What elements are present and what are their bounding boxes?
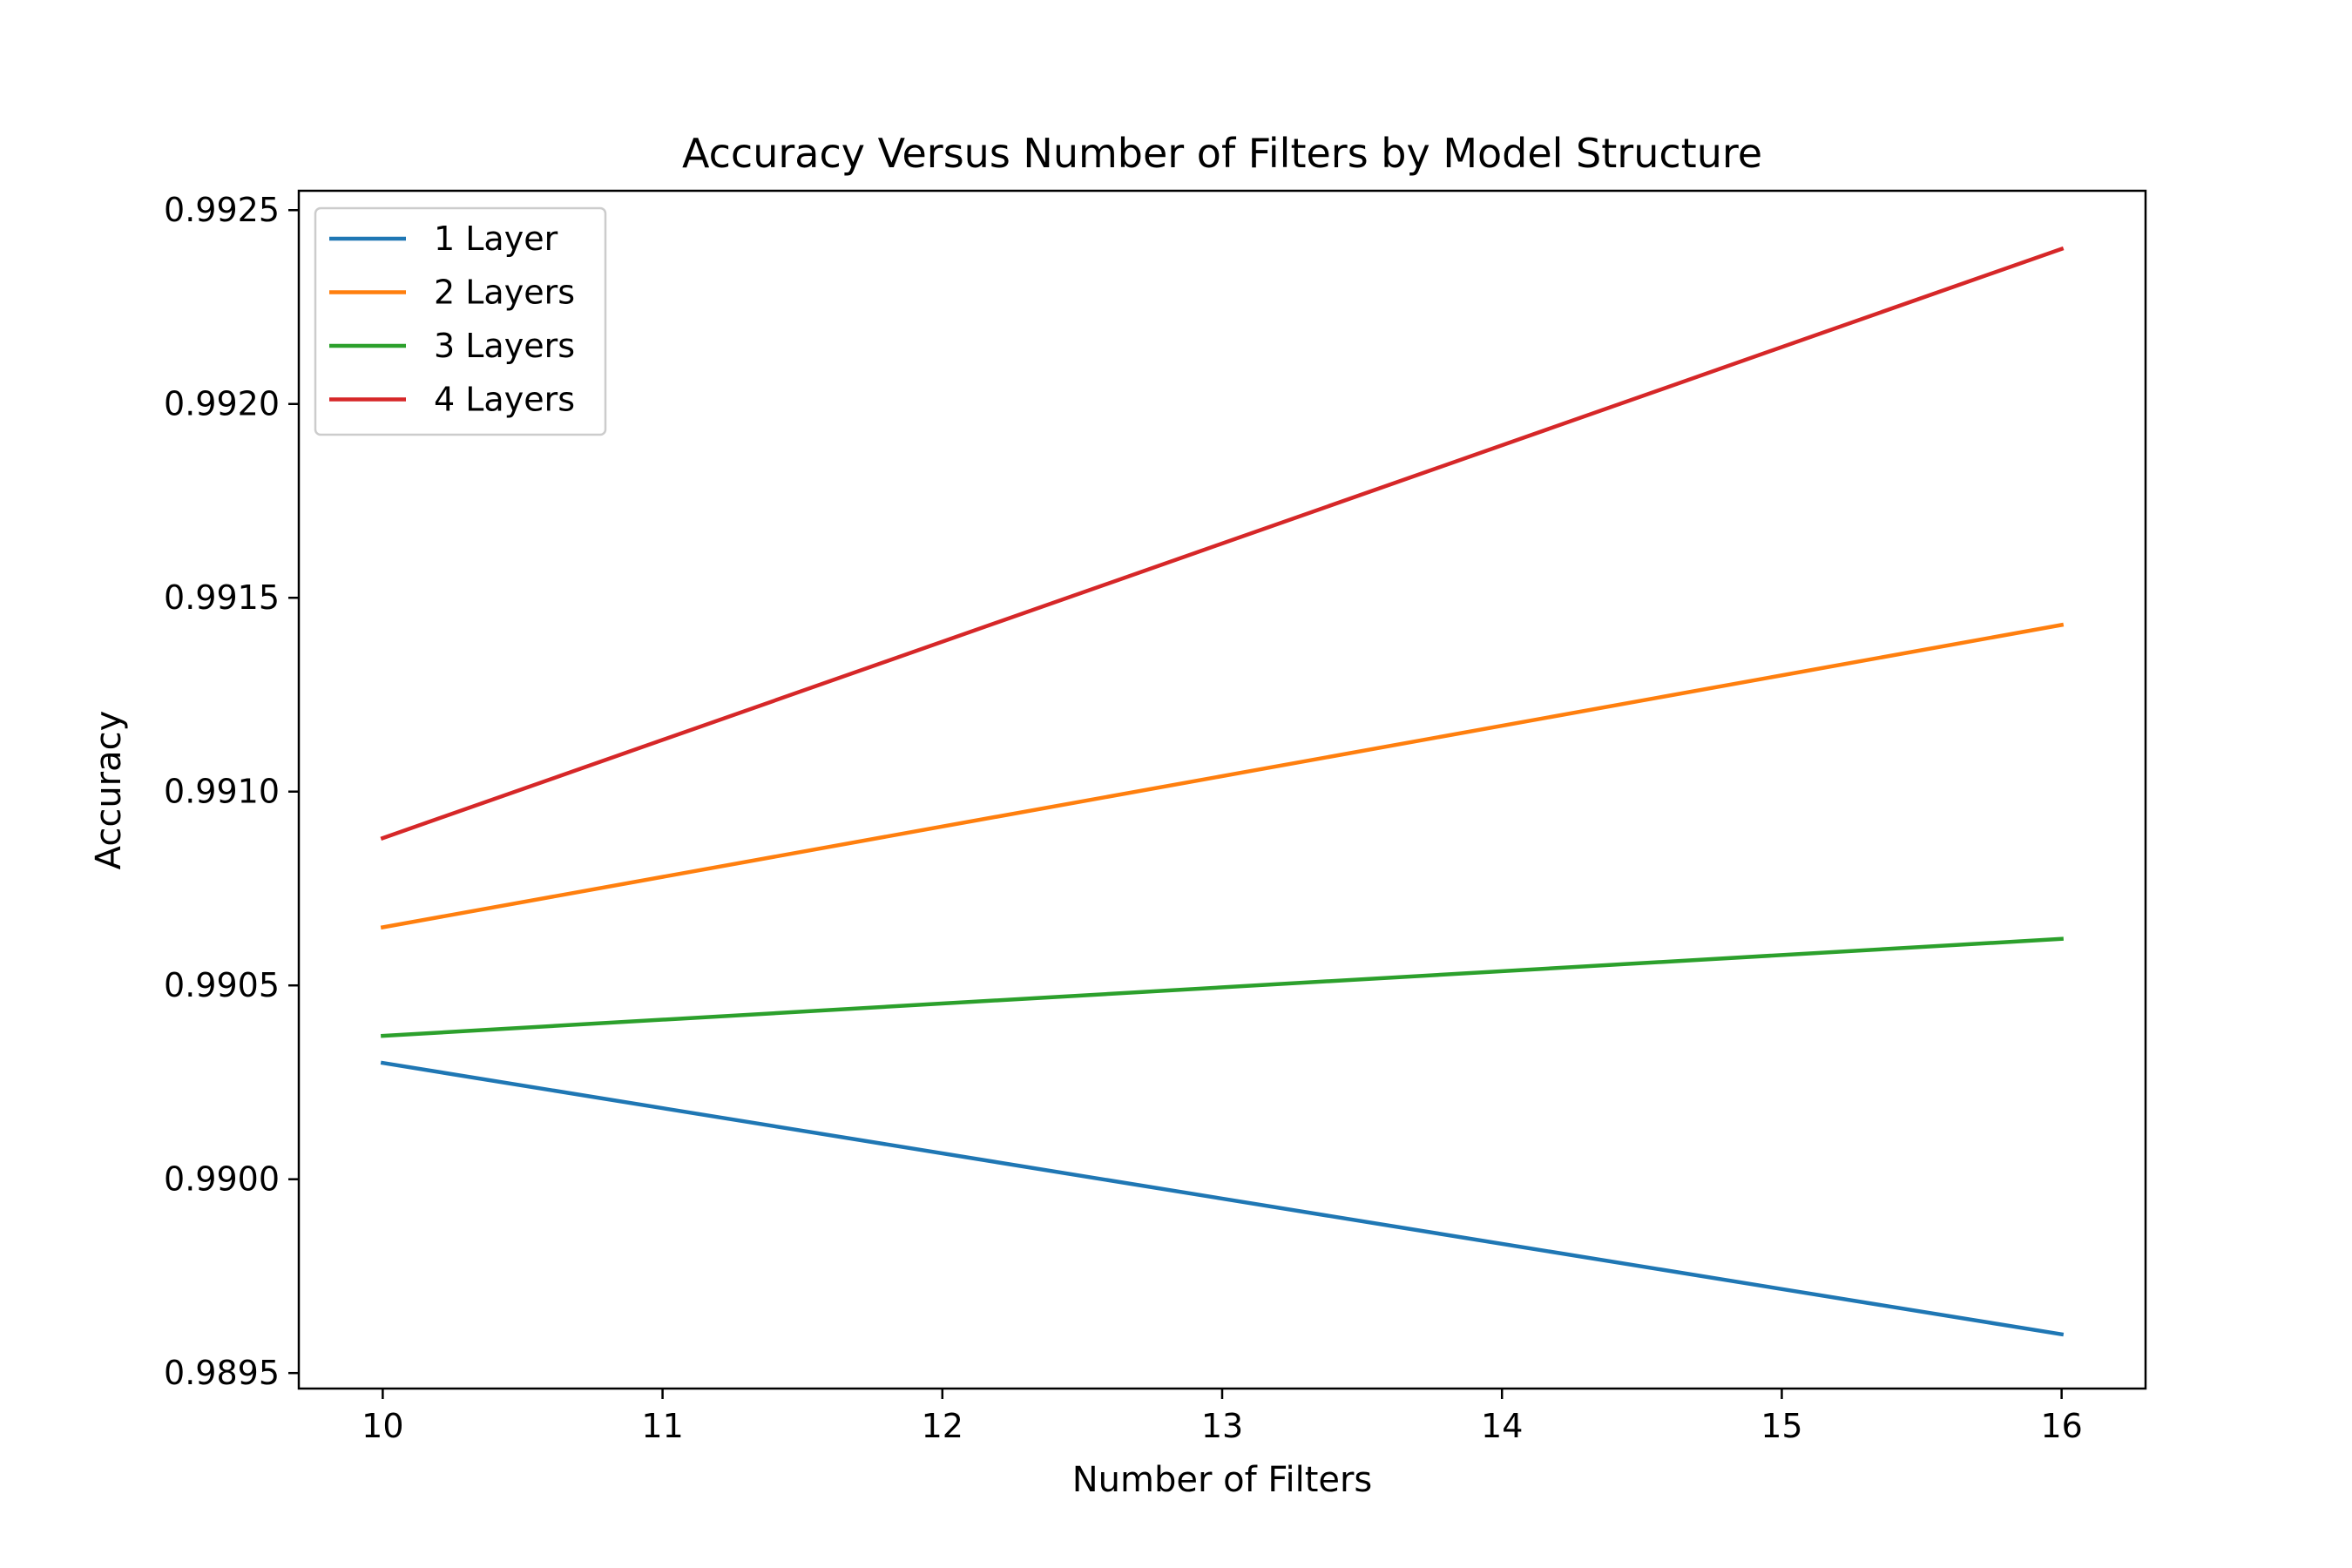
- x-axis-label: Number of Filters: [1072, 1460, 1373, 1500]
- chart-title: Accuracy Versus Number of Filters by Mod…: [682, 130, 1762, 177]
- y-tick-label: 0.9900: [164, 1160, 280, 1199]
- y-tick-label: 0.9915: [164, 578, 280, 617]
- legend-box: [314, 206, 607, 436]
- series-line-2: [380, 622, 2065, 930]
- x-tick-label: 13: [1201, 1407, 1243, 1445]
- x-tick-label: 16: [2040, 1407, 2082, 1445]
- x-tick-label: 12: [922, 1407, 963, 1445]
- x-tick-label: 10: [362, 1407, 403, 1445]
- y-tick-label: 0.9910: [164, 773, 280, 811]
- x-tick-label: 11: [641, 1407, 683, 1445]
- series-line-4: [380, 246, 2065, 841]
- series-line-3: [381, 936, 2064, 1038]
- y-tick-label: 0.9895: [164, 1354, 280, 1392]
- series-line-1: [380, 1060, 2065, 1337]
- x-tick-label: 14: [1481, 1407, 1523, 1445]
- y-tick-label: 0.9905: [164, 966, 280, 1004]
- legend-label: 2 Layers: [434, 274, 575, 312]
- y-tick-label: 0.9920: [164, 385, 280, 423]
- y-axis-label: Accuracy: [89, 711, 129, 870]
- y-tick-label: 0.9925: [164, 191, 280, 229]
- y-axis: 0.9895 0.9900 0.9905 0.9910 0.9915 0.9920 0.99…: [164, 191, 299, 1392]
- legend-label: 3 Layers: [434, 327, 575, 365]
- x-axis: 10 11 12 13 14 15 16: [362, 1389, 2083, 1445]
- legend-label: 1 Layer: [434, 220, 558, 258]
- x-tick-label: 15: [1761, 1407, 1802, 1445]
- plot-area: [380, 246, 2065, 1337]
- legend-label: 4 Layers: [434, 381, 575, 419]
- legend: 1 Layer 2 Layers 3 Layers 4 Layers: [314, 206, 607, 436]
